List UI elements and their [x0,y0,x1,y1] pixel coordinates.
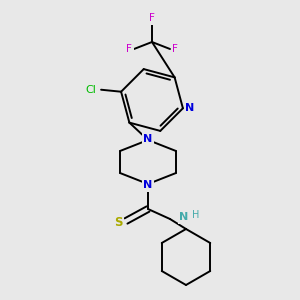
Text: F: F [172,44,178,54]
Text: N: N [143,180,153,190]
Text: F: F [126,44,132,54]
Text: Cl: Cl [86,85,97,95]
Text: N: N [179,212,189,222]
Text: H: H [192,210,200,220]
Text: F: F [149,13,155,23]
Text: S: S [114,215,122,229]
Text: N: N [143,134,153,144]
Text: N: N [185,103,194,113]
